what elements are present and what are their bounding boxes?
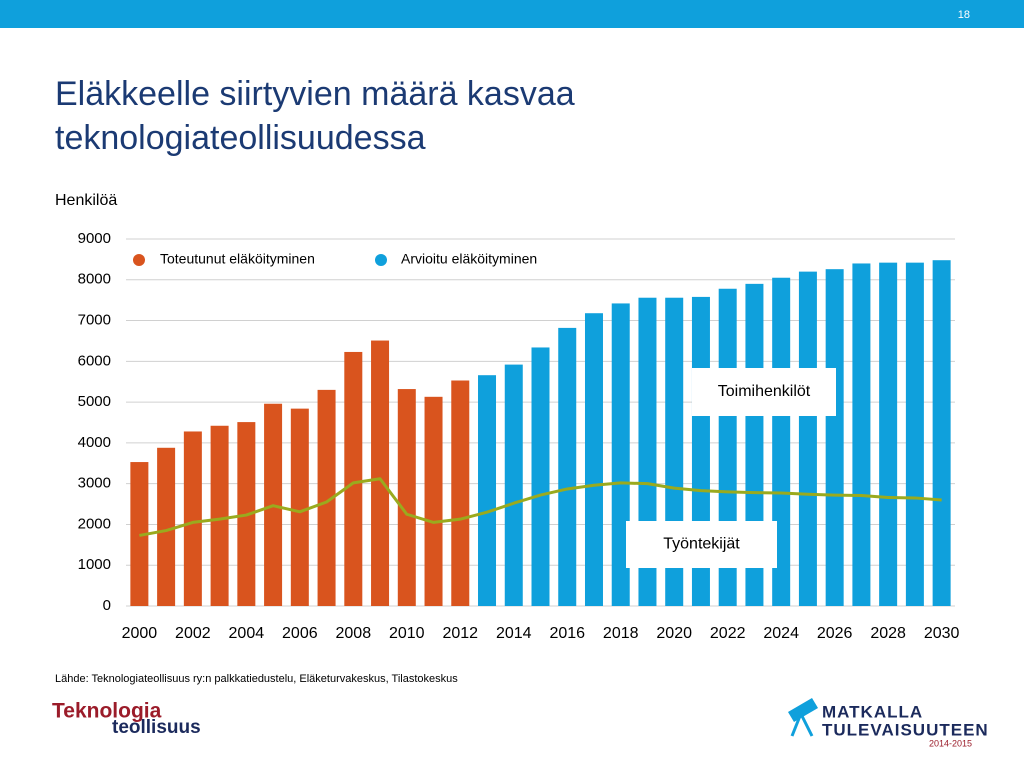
x-tick-label: 2000 <box>122 625 158 642</box>
bar <box>879 262 898 606</box>
x-tick-label: 2002 <box>175 625 211 642</box>
x-tick-label: 2020 <box>656 625 692 642</box>
logo-text: 2014-2015 <box>929 738 972 748</box>
logo-text: Teknologia <box>52 700 162 723</box>
legend-label: Arvioitu eläköityminen <box>401 251 537 267</box>
x-tick-label: 2016 <box>549 625 585 642</box>
y-tick-label: 2000 <box>78 515 111 532</box>
bar <box>424 396 443 606</box>
x-tick-label: 2024 <box>763 625 799 642</box>
y-tick-label: 3000 <box>78 475 111 492</box>
x-tick-label: 2030 <box>924 625 960 642</box>
annotation-box <box>626 521 777 568</box>
telescope-icon <box>788 698 818 737</box>
bar <box>157 447 176 606</box>
x-tick-label: 2008 <box>336 625 372 642</box>
x-tick-label: 2026 <box>817 625 853 642</box>
bar <box>905 262 924 606</box>
bar <box>451 380 470 606</box>
bar <box>584 313 603 606</box>
logo-text: teollisuus <box>112 717 201 738</box>
y-tick-label: 4000 <box>78 434 111 451</box>
x-tick-label: 2012 <box>442 625 478 642</box>
bar <box>531 347 550 606</box>
x-tick-label: 2010 <box>389 625 425 642</box>
source: Lähde: Teknologiateollisuus ry:n palkkat… <box>55 673 458 685</box>
bar <box>317 389 336 606</box>
bar <box>344 351 363 606</box>
legend-label: Toteutunut eläköityminen <box>160 251 315 267</box>
x-tick-label: 2004 <box>229 625 265 642</box>
title-line: teknologiateollisuudessa <box>55 119 426 157</box>
y-tick-label: 8000 <box>78 271 111 288</box>
title-line: Eläkkeelle siirtyvien määrä kasvaa <box>55 75 575 113</box>
y-tick-label: 7000 <box>78 312 111 329</box>
legend-marker <box>375 254 387 266</box>
annotation-box <box>692 368 836 416</box>
bar <box>852 263 871 606</box>
bar <box>825 269 844 606</box>
y-tick-label: 0 <box>103 597 111 614</box>
bar <box>371 340 390 606</box>
line <box>139 477 942 537</box>
legend-marker <box>133 254 145 266</box>
logo-text: TULEVAISUUTEEN <box>822 720 989 739</box>
x-tick-label: 2018 <box>603 625 639 642</box>
y-tick-label: 9000 <box>78 230 111 247</box>
x-tick-label: 2014 <box>496 625 532 642</box>
x-tick-label: 2028 <box>870 625 906 642</box>
page-number: 18 <box>958 9 970 21</box>
top-bar <box>0 0 1024 28</box>
bar <box>611 303 630 606</box>
bar <box>478 375 497 606</box>
bar <box>397 389 416 606</box>
bar <box>504 364 523 606</box>
x-tick-label: 2006 <box>282 625 318 642</box>
annotation: Toimihenkilöt <box>718 383 811 400</box>
logo-text: MATKALLA <box>822 702 923 721</box>
bar <box>290 408 309 606</box>
y-tick-label: 5000 <box>78 393 111 410</box>
y-tick-label: 6000 <box>78 352 111 369</box>
bar <box>210 425 229 606</box>
x-tick-label: 2022 <box>710 625 746 642</box>
y-axis-label: Henkilöä <box>55 192 117 209</box>
y-tick-label: 1000 <box>78 556 111 573</box>
annotation: Työntekijät <box>663 536 740 553</box>
bar <box>558 327 577 606</box>
bar <box>932 260 951 606</box>
bar <box>798 271 817 606</box>
bar <box>183 431 202 606</box>
